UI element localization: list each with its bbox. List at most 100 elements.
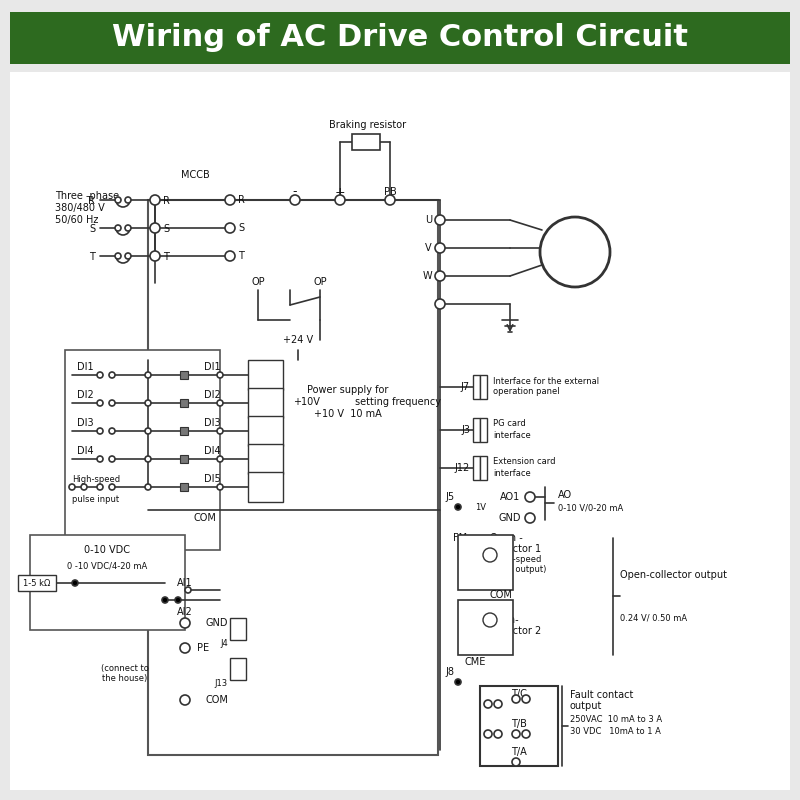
Circle shape	[145, 400, 151, 406]
Text: 250VAC  10 mA to 3 A: 250VAC 10 mA to 3 A	[570, 715, 662, 725]
Circle shape	[109, 484, 115, 490]
Bar	[10, 72, 790, 790]
Text: setting frequency: setting frequency	[355, 397, 441, 407]
Circle shape	[435, 271, 445, 281]
Circle shape	[540, 217, 610, 287]
Text: AI1: AI1	[177, 578, 193, 588]
Circle shape	[435, 299, 445, 309]
Bar	[473, 456, 480, 480]
Text: Braking resistor: Braking resistor	[330, 120, 406, 130]
Bar	[458, 600, 513, 655]
Circle shape	[185, 587, 191, 593]
Text: OP: OP	[313, 277, 327, 287]
Text: +24 V: +24 V	[283, 335, 313, 345]
Circle shape	[145, 372, 151, 378]
Circle shape	[225, 251, 235, 261]
Circle shape	[109, 428, 115, 434]
Bar	[473, 418, 480, 442]
Circle shape	[512, 730, 520, 738]
Circle shape	[97, 400, 103, 406]
Bar	[180, 399, 188, 407]
Text: interface: interface	[493, 430, 530, 439]
Text: R: R	[88, 196, 95, 206]
Text: the house): the house)	[102, 674, 148, 682]
Text: MCCB: MCCB	[181, 170, 210, 180]
Circle shape	[217, 372, 223, 378]
Text: pulse input: pulse input	[72, 494, 119, 503]
Circle shape	[145, 456, 151, 462]
Text: J7: J7	[461, 382, 470, 392]
Circle shape	[150, 251, 160, 261]
Bar	[248, 416, 283, 446]
Text: interface: interface	[493, 469, 530, 478]
Text: 1V: 1V	[475, 502, 486, 511]
Text: COM: COM	[194, 513, 217, 523]
Text: 30 VDC   10mA to 1 A: 30 VDC 10mA to 1 A	[570, 726, 661, 735]
Text: collector 1: collector 1	[490, 544, 541, 554]
Circle shape	[217, 428, 223, 434]
Text: W: W	[422, 271, 432, 281]
Text: Open-: Open-	[490, 615, 520, 625]
Text: Interface for the external: Interface for the external	[493, 377, 599, 386]
Text: T: T	[238, 251, 244, 261]
Bar	[180, 455, 188, 463]
Text: Power supply for: Power supply for	[307, 385, 389, 395]
Text: 1-5 kΩ: 1-5 kΩ	[23, 578, 50, 587]
Circle shape	[180, 618, 190, 628]
Text: CME: CME	[464, 657, 486, 667]
Circle shape	[97, 484, 103, 490]
Text: 0-10 VDC: 0-10 VDC	[84, 545, 130, 555]
Text: DI1: DI1	[204, 362, 220, 372]
Circle shape	[484, 730, 492, 738]
Text: T/A: T/A	[511, 747, 527, 757]
Text: 0 -10 VDC/4-20 mA: 0 -10 VDC/4-20 mA	[67, 562, 147, 570]
Circle shape	[385, 195, 395, 205]
Text: Fault contact: Fault contact	[570, 690, 634, 700]
Text: U: U	[425, 215, 432, 225]
Text: +10V: +10V	[293, 397, 320, 407]
Text: PB: PB	[384, 187, 396, 197]
Circle shape	[225, 223, 235, 233]
Circle shape	[115, 253, 121, 259]
Text: Three -phase: Three -phase	[55, 191, 119, 201]
Circle shape	[150, 223, 160, 233]
Text: DO1: DO1	[490, 603, 511, 613]
Bar	[180, 371, 188, 379]
Circle shape	[335, 195, 345, 205]
Circle shape	[145, 484, 151, 490]
Circle shape	[494, 730, 502, 738]
Bar	[30, 535, 185, 630]
Circle shape	[97, 372, 103, 378]
Text: collector 2: collector 2	[490, 626, 542, 636]
Text: R: R	[238, 195, 245, 205]
Circle shape	[115, 197, 121, 203]
Text: 50/60 Hz: 50/60 Hz	[55, 215, 98, 225]
Text: J5: J5	[446, 492, 454, 502]
Circle shape	[125, 225, 131, 231]
Text: S: S	[89, 224, 95, 234]
Text: (connect to: (connect to	[101, 663, 149, 673]
Text: M: M	[566, 242, 585, 262]
Text: V: V	[426, 243, 432, 253]
Text: T: T	[89, 252, 95, 262]
Bar	[473, 375, 480, 399]
Circle shape	[72, 580, 78, 586]
Text: COM: COM	[490, 590, 513, 600]
Text: COM: COM	[205, 695, 228, 705]
Bar	[180, 483, 188, 491]
Circle shape	[109, 372, 115, 378]
Bar	[10, 12, 790, 64]
Circle shape	[512, 758, 520, 766]
Bar	[180, 427, 188, 435]
Circle shape	[150, 195, 160, 205]
Circle shape	[69, 484, 75, 490]
Text: T/C: T/C	[511, 689, 527, 699]
Circle shape	[162, 597, 168, 603]
Text: T/B: T/B	[511, 719, 527, 729]
Bar	[148, 200, 438, 755]
Circle shape	[97, 456, 103, 462]
Text: 0.24 V/ 0.50 mA: 0.24 V/ 0.50 mA	[620, 614, 687, 622]
Circle shape	[217, 400, 223, 406]
Text: J8: J8	[446, 667, 454, 677]
Circle shape	[455, 679, 461, 685]
